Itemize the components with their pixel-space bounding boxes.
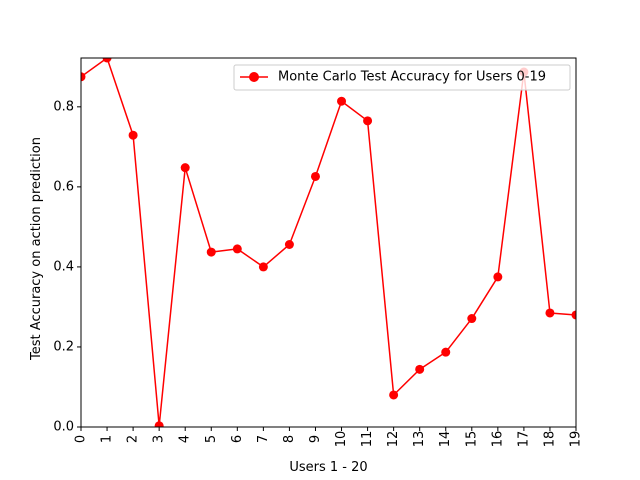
data-point [81, 72, 86, 82]
x-tick-label: 11 [360, 431, 375, 448]
y-tick-label: 0.6 [53, 179, 74, 194]
axes-frame [80, 57, 577, 428]
legend-box [233, 64, 571, 91]
x-tick-label: 1 [100, 435, 115, 443]
x-tick-label: 4 [178, 435, 193, 443]
data-point [571, 310, 576, 320]
data-point [102, 58, 112, 63]
y-tick-label: 0.0 [53, 420, 74, 435]
data-point [545, 308, 555, 318]
x-axis-ticks: 0 1 2 3 4 5 6 7 8 9 10 11 12 13 14 15 16 17 18 19 [74, 427, 584, 447]
data-point [284, 240, 294, 250]
x-tick-label: 15 [464, 431, 479, 448]
y-axis-label: Test Accuracy on action prediction [29, 137, 44, 361]
y-tick-label: 0.2 [53, 339, 74, 354]
data-point [154, 421, 164, 427]
x-tick-label: 12 [386, 431, 401, 448]
series-layer [81, 58, 576, 427]
data-point [467, 314, 477, 324]
x-tick-label: 6 [230, 435, 245, 443]
y-tick-label: 0.4 [53, 259, 74, 274]
x-axis-label: Users 1 - 20 [289, 460, 367, 475]
x-tick-label: 9 [308, 435, 323, 443]
data-point [128, 130, 138, 140]
series-line [81, 58, 576, 427]
x-tick-label: 14 [438, 431, 453, 448]
data-point [206, 247, 216, 257]
data-point [258, 262, 268, 272]
data-point [363, 116, 373, 126]
x-tick-label: 18 [542, 431, 557, 448]
x-tick-label: 7 [256, 435, 271, 443]
data-point [441, 347, 451, 357]
x-tick-label: 19 [569, 431, 584, 448]
x-tick-label: 10 [334, 431, 349, 448]
x-tick-label: 8 [282, 435, 297, 443]
x-tick-label: 2 [126, 435, 141, 443]
x-tick-label: 17 [516, 431, 531, 448]
data-point [415, 364, 425, 374]
legend-entry-label: Monte Carlo Test Accuracy for Users 0-19 [278, 70, 546, 85]
x-tick-label: 13 [412, 431, 427, 448]
x-tick-label: 5 [204, 435, 219, 443]
x-tick-label: 3 [152, 435, 167, 443]
x-tick-label: 0 [74, 435, 89, 443]
legend: Monte Carlo Test Accuracy for Users 0-19 [233, 64, 571, 91]
data-point [389, 390, 399, 400]
data-point [310, 171, 320, 181]
data-point [337, 96, 347, 106]
legend-dot-marker [249, 72, 259, 82]
y-axis-ticks: 0.0 0.2 0.4 0.6 0.8 [53, 99, 81, 435]
data-point [180, 163, 190, 173]
y-tick-label: 0.8 [53, 99, 74, 114]
data-point [493, 272, 503, 282]
data-point [232, 244, 242, 254]
x-tick-label: 16 [490, 431, 505, 448]
